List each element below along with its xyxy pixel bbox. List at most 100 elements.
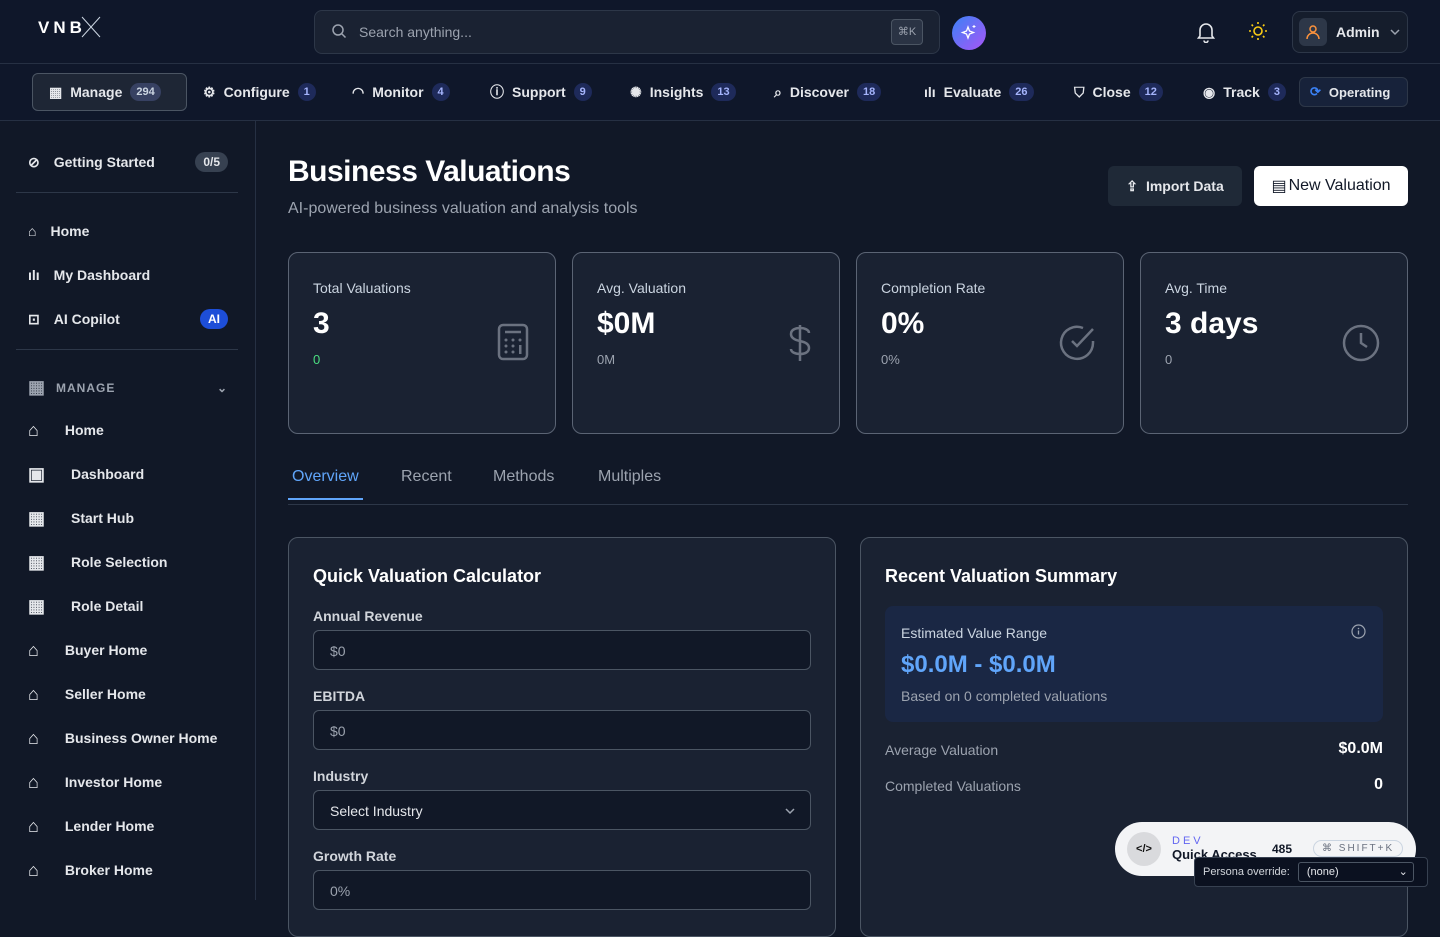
sidebar-item-home[interactable]: ⌂ Home: [28, 418, 228, 442]
chevron-down-icon: [785, 808, 795, 815]
user-menu[interactable]: Admin: [1292, 11, 1408, 53]
button-label: Import Data: [1145, 178, 1224, 194]
stat-value: $0M: [597, 307, 656, 340]
compass-icon: ⊘: [28, 153, 40, 170]
nav-monitor[interactable]: ◠ Monitor 4: [342, 73, 460, 111]
sidebar-item-dashboard[interactable]: ▣ Dashboard: [28, 462, 228, 486]
nav-track[interactable]: ◉ Track 3: [1193, 73, 1296, 111]
completed-valuations-row: Completed Valuations 0: [885, 776, 1383, 794]
select-value: Select Industry: [330, 803, 423, 819]
nav-count: 3: [1267, 83, 1286, 101]
sidebar-item-label: Role Detail: [71, 598, 144, 614]
row-value: 0: [1374, 776, 1383, 793]
nav-close[interactable]: ⛉ Close 12: [1064, 73, 1173, 111]
home-icon: ⌂: [28, 223, 37, 239]
sparkles-icon: [960, 25, 976, 40]
sidebar-item-label: Home: [64, 422, 104, 438]
growth-rate-input[interactable]: 0%: [313, 870, 811, 910]
range-title: Estimated Value Range: [901, 625, 1048, 641]
tab-recent[interactable]: Recent: [401, 468, 452, 485]
persona-select[interactable]: (none) ⌄: [1297, 862, 1414, 882]
search-input[interactable]: Search anything... ⌘K: [314, 10, 940, 54]
input-value: $0: [330, 723, 346, 739]
sidebar-item-buyer-home[interactable]: ⌂ Buyer Home: [28, 638, 228, 662]
sidebar-item-label: Lender Home: [64, 818, 155, 834]
sidebar-item-broker-home[interactable]: ⌂ Broker Home: [28, 858, 228, 882]
sidebar-item-role-selection[interactable]: ▦ Role Selection: [28, 550, 228, 574]
nav-discover[interactable]: ⌕ Discover 18: [764, 73, 891, 111]
stat-sub: 0%: [881, 352, 900, 367]
calculator-icon: [497, 323, 529, 361]
tab-methods[interactable]: Methods: [493, 468, 555, 485]
nav-label: Evaluate: [943, 84, 1002, 100]
search-placeholder: Search anything...: [359, 24, 472, 40]
nav-label: Support: [512, 84, 566, 100]
page-title: Business Valuations: [288, 155, 571, 188]
range-note: Based on 0 completed valuations: [901, 688, 1108, 704]
ai-badge: AI: [200, 309, 228, 329]
shield-icon: ⛉: [1074, 83, 1085, 100]
eye-icon: ◉: [1203, 83, 1216, 100]
sidebar-item-my-dashboard[interactable]: ılı My Dashboard: [28, 263, 228, 287]
nav-count: 9: [573, 83, 592, 101]
sidebar-item-getting-started[interactable]: ⊘ Getting Started 0/5: [28, 150, 228, 174]
sidebar-item-start-hub[interactable]: ▦ Start Hub: [28, 506, 228, 530]
nav-manage[interactable]: ▦ Manage 294: [32, 73, 187, 111]
annual-revenue-input[interactable]: $0: [313, 630, 811, 670]
range-value: $0.0M - $0.0M: [901, 651, 1056, 678]
home-icon: ⌂: [28, 683, 39, 704]
new-valuation-button[interactable]: ▤ New Valuation: [1254, 166, 1408, 206]
nav-count: 13: [711, 83, 736, 101]
nav-evaluate[interactable]: ılı Evaluate 26: [914, 73, 1044, 111]
persona-value: (none): [1306, 866, 1339, 878]
panel-title: Recent Valuation Summary: [885, 566, 1118, 586]
dashboard-icon: ▣: [28, 463, 46, 484]
upload-icon: ⇪: [1126, 177, 1138, 194]
sidebar-item-label: Dashboard: [71, 466, 145, 482]
industry-select[interactable]: Select Industry: [313, 790, 811, 830]
tab-overview[interactable]: Overview: [288, 468, 363, 500]
sidebar-item-investor-home[interactable]: ⌂ Investor Home: [28, 770, 228, 794]
tab-bar: Overview Recent Methods Multiples: [288, 456, 1408, 505]
sun-icon[interactable]: [1248, 21, 1268, 41]
sidebar-section-manage[interactable]: ▦ MANAGE ⌄: [28, 377, 228, 398]
ai-assistant-button[interactable]: [952, 16, 986, 50]
code-icon: </>: [1127, 832, 1161, 866]
sidebar-item-home[interactable]: ⌂ Home: [28, 219, 228, 243]
nav-label: Manage: [70, 84, 123, 100]
stat-title: Avg. Time: [1165, 280, 1227, 296]
ebitda-input[interactable]: $0: [313, 710, 811, 750]
logo[interactable]: VNB: [38, 16, 101, 38]
nav-configure[interactable]: ⚙ Configure 1: [193, 73, 326, 111]
nav-label: Monitor: [372, 84, 424, 100]
nav-label: Track: [1223, 84, 1260, 100]
sidebar-item-lender-home[interactable]: ⌂ Lender Home: [28, 814, 228, 838]
logo-x-icon: [81, 16, 101, 38]
bell-icon[interactable]: [1196, 21, 1216, 43]
sidebar-item-seller-home[interactable]: ⌂ Seller Home: [28, 682, 228, 706]
sidebar: ⊘ Getting Started 0/5 ⌂ Home ılı My Dashboar…: [0, 121, 256, 900]
divider: [16, 349, 238, 350]
sidebar-item-label: Broker Home: [64, 862, 153, 878]
persona-override: Persona override: (none) ⌄: [1194, 857, 1428, 887]
home-icon: ⌂: [28, 771, 39, 792]
sidebar-item-role-detail[interactable]: ▦ Role Detail: [28, 594, 228, 618]
info-icon[interactable]: [1351, 624, 1366, 639]
nav-count: 26: [1009, 83, 1034, 101]
nav-operating[interactable]: ⟳ Operating: [1299, 77, 1408, 107]
sidebar-item-label: Getting Started: [53, 154, 155, 170]
row-value: $0.0M: [1338, 740, 1383, 757]
tab-multiples[interactable]: Multiples: [598, 468, 662, 485]
nav-count: 18: [857, 83, 882, 101]
panel-title: Quick Valuation Calculator: [313, 566, 542, 586]
stat-title: Completion Rate: [881, 280, 986, 296]
sidebar-item-business-owner-home[interactable]: ⌂ Business Owner Home: [28, 726, 228, 750]
sidebar-item-ai-copilot[interactable]: ⊡ AI Copilot AI: [28, 307, 228, 331]
import-data-button[interactable]: ⇪ Import Data: [1108, 166, 1242, 206]
dev-shortcut: ⌘ SHIFT+K: [1313, 840, 1404, 857]
chevron-down-icon: ⌄: [216, 380, 228, 395]
nav-insights[interactable]: ✺ Insights 13: [620, 73, 746, 111]
stat-value: 3: [313, 307, 330, 340]
home-icon: ⌂: [28, 727, 39, 748]
nav-support[interactable]: ⓘ Support 9: [480, 73, 602, 111]
